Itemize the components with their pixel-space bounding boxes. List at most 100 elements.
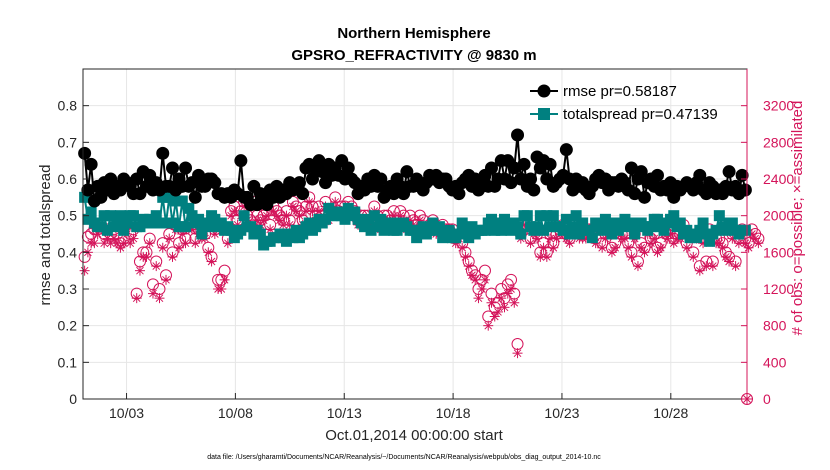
obs-assimilated-point — [538, 242, 549, 253]
obs-assimilated-point — [161, 274, 171, 285]
obs-assimilated-point — [216, 284, 227, 294]
obs-assimilated-point — [164, 233, 175, 244]
rmse-point — [738, 183, 752, 197]
obs-assimilated-point — [639, 247, 650, 258]
obs-assimilated-point — [548, 242, 559, 253]
obs-assimilated-point — [541, 251, 552, 262]
obs-assimilated-point — [489, 311, 500, 322]
obs-possible-point — [78, 250, 91, 263]
rmse-point — [341, 161, 355, 175]
rmse-point — [693, 168, 707, 182]
zero-obs-star — [743, 395, 751, 403]
y-tick-label-right: 3200 — [763, 98, 794, 114]
obs-assimilated-point — [479, 274, 490, 285]
legend: rmse pr=0.58187 totalspread pr=0.47139 — [530, 83, 718, 123]
obs-assimilated-point — [610, 242, 621, 253]
x-axis-label: Oct.01,2014 00:00:00 start — [325, 427, 503, 444]
y-tick-label-left: 0.2 — [58, 318, 78, 334]
x-tick-label: 10/13 — [327, 405, 362, 421]
y-tick-label-left: 0 — [69, 391, 77, 407]
totalspread-point — [629, 228, 641, 240]
totalspread-point — [127, 210, 139, 222]
x-tick-label: 10/28 — [653, 405, 688, 421]
obs-assimilated-point — [105, 238, 116, 249]
totalspread-point — [674, 217, 686, 229]
rmse-point — [234, 154, 248, 168]
totalspread-point — [547, 210, 559, 222]
data-file-footnote: data file: /Users/gharamti/Documents/NCA… — [207, 454, 601, 461]
y-axis-label-left: rmse and totalspread — [37, 165, 54, 306]
obs-assimilated-point — [102, 233, 113, 244]
obs-assimilated-point — [79, 265, 90, 276]
legend-totalspread-marker — [538, 108, 550, 120]
obs-assimilated-point — [167, 251, 178, 262]
obs-assimilated-point — [623, 242, 634, 253]
rmse-point — [78, 146, 92, 160]
rmse-point — [208, 176, 222, 190]
y-tick-label-right: 2000 — [763, 208, 794, 224]
y-tick-label-right: 1600 — [763, 244, 794, 260]
y-tick-label-left: 0.1 — [58, 354, 78, 370]
obs-assimilated-point — [304, 196, 315, 207]
obs-assimilated-point — [499, 302, 510, 313]
x-tick-label: 10/18 — [436, 405, 471, 421]
obs-assimilated-point — [649, 233, 660, 244]
obs-assimilated-point — [128, 233, 139, 244]
totalspread-point — [254, 228, 266, 240]
obs-assimilated-point — [203, 247, 214, 258]
obs-assimilated-point — [707, 261, 718, 272]
rmse-point — [166, 161, 180, 175]
rmse-point — [722, 165, 736, 179]
obs-assimilated-point — [681, 242, 692, 253]
totalspread-point — [668, 210, 680, 222]
obs-assimilated-point — [147, 288, 158, 299]
obs-assimilated-point — [645, 238, 656, 249]
line-layer — [78, 128, 752, 251]
rmse-point — [484, 161, 498, 175]
obs-assimilated-point — [564, 238, 575, 249]
y-tick-label-left: 0.8 — [58, 98, 78, 114]
obs-assimilated-point — [688, 251, 699, 262]
obs-assimilated-point — [720, 251, 731, 262]
obs-assimilated-point — [89, 238, 100, 249]
y-tick-label-right: 800 — [763, 318, 787, 334]
rmse-point — [637, 190, 651, 204]
y-tick-label-left: 0.6 — [58, 171, 78, 187]
y-tick-label-left: 0.3 — [58, 281, 78, 297]
obs-assimilated-point — [694, 265, 705, 276]
obs-assimilated-point — [619, 233, 630, 244]
chart-title: Northern Hemisphere — [337, 25, 490, 42]
rmse-point — [527, 183, 541, 197]
totalspread-point — [180, 221, 192, 233]
obs-assimilated-point — [753, 238, 764, 249]
rmse-point — [559, 143, 573, 157]
rmse-point — [650, 168, 664, 182]
obs-assimilated-point — [496, 293, 507, 304]
obs-possible-point — [81, 230, 94, 243]
totalspread-point — [176, 195, 188, 207]
totalspread-point — [697, 217, 709, 229]
y-axis-label-right: # of obs: o=possible; ×=assimilated — [789, 101, 806, 336]
legend-totalspread-label: totalspread pr=0.47139 — [563, 106, 718, 123]
obs-assimilated-point — [512, 348, 523, 359]
totalspread-point — [238, 210, 250, 222]
totalspread-point — [515, 228, 527, 240]
totalspread-point — [713, 210, 725, 222]
y-tick-label-right: 1200 — [763, 281, 794, 297]
obs-assimilated-point — [457, 242, 468, 253]
rmse-point — [634, 165, 648, 179]
y-tick-label-right: 2800 — [763, 134, 794, 150]
rmse-point — [84, 157, 98, 171]
totalspread-point — [570, 210, 582, 222]
obs-assimilated-point — [476, 284, 487, 294]
obs-assimilated-point — [151, 261, 162, 272]
obs-assimilated-point — [294, 210, 305, 221]
rmse-point — [179, 161, 193, 175]
obs-assimilated-point — [730, 261, 741, 272]
obs-assimilated-point — [141, 251, 152, 262]
obs-assimilated-point — [226, 210, 237, 221]
rmse-point — [374, 172, 388, 186]
obs-assimilated-point — [460, 251, 471, 262]
x-tick-label: 10/03 — [109, 405, 144, 421]
